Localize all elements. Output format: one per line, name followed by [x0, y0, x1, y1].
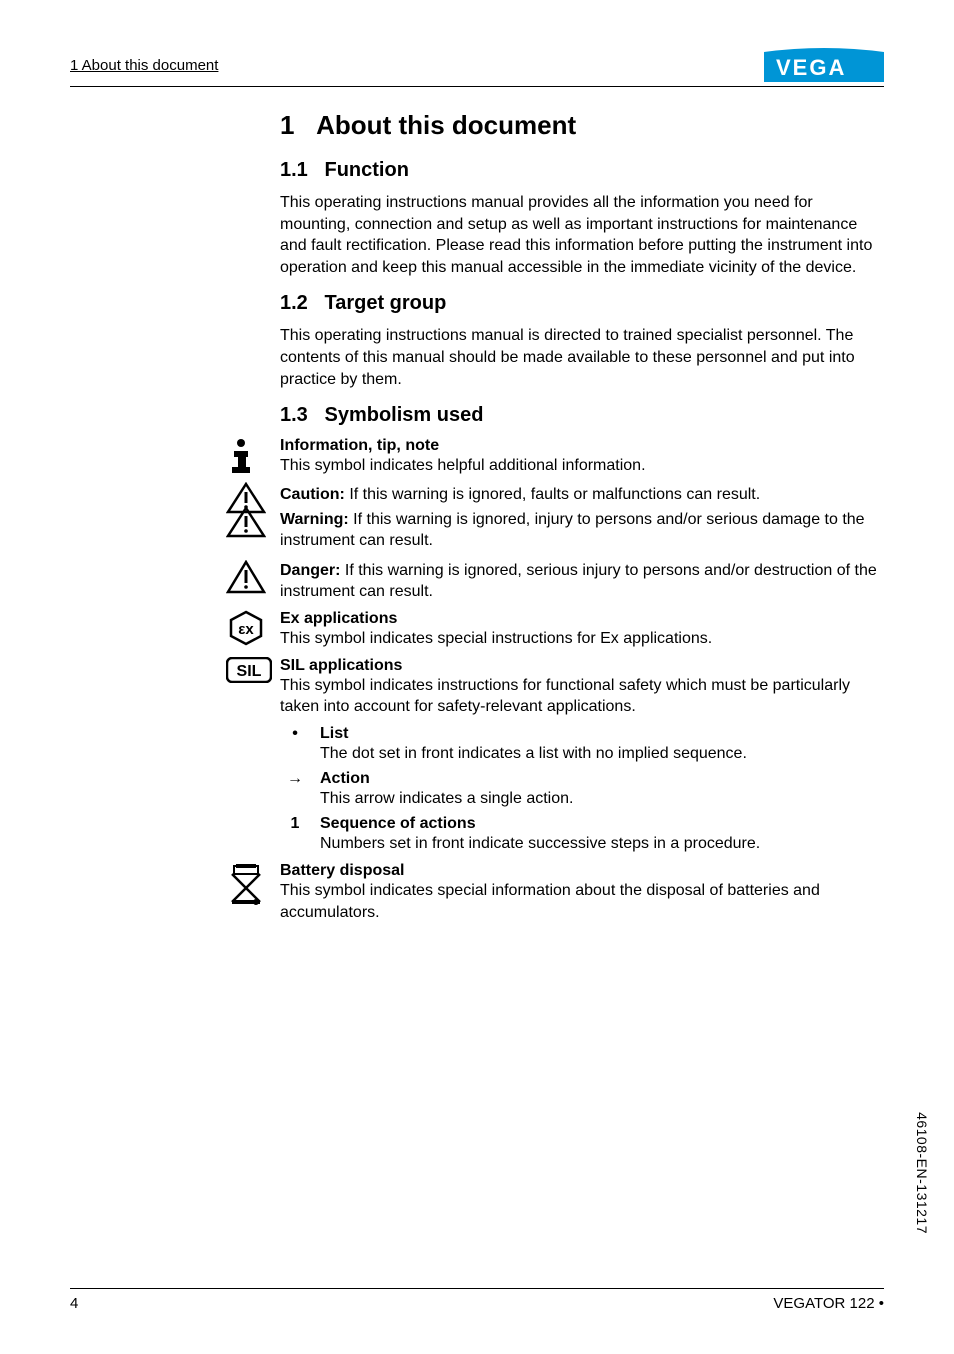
action-body: This arrow indicates a single action. [320, 788, 884, 809]
vega-logo: VEGA [764, 48, 884, 82]
caution-icon [226, 482, 270, 538]
para-target: This operating instructions manual is di… [280, 325, 884, 390]
subsection-1-3: 1.3 Symbolism used [280, 404, 884, 427]
ex-body: This symbol indicates special instructio… [280, 628, 884, 649]
info-icon [226, 437, 270, 475]
action-title: Action [320, 770, 884, 788]
ex-icon: εx [226, 610, 270, 646]
sil-title: SIL applications [280, 657, 884, 675]
svg-text:VEGA: VEGA [776, 55, 846, 80]
section-heading: 1 About this document [280, 110, 884, 141]
subsection-1-1: 1.1 Function [280, 159, 884, 182]
svg-text:εx: εx [238, 621, 254, 638]
ex-title: Ex applications [280, 610, 884, 628]
header-rule [70, 86, 884, 87]
list-title: List [320, 725, 884, 743]
sil-icon: SIL [226, 657, 270, 683]
doc-id-vertical: 46108-EN-131217 [914, 1112, 930, 1234]
action-mark: → [280, 770, 310, 788]
battery-icon [226, 862, 270, 906]
seq-body: Numbers set in front indicate successive… [320, 833, 884, 854]
info-title: Information, tip, note [280, 437, 884, 455]
warning-line: Warning: If this warning is ignored, inj… [280, 509, 884, 551]
page-number: 4 [70, 1295, 78, 1312]
info-body: This symbol indicates helpful additional… [280, 455, 884, 476]
seq-mark: 1 [280, 815, 310, 833]
caution-line: Caution: If this warning is ignored, fau… [280, 484, 884, 505]
sil-body: This symbol indicates instructions for f… [280, 675, 884, 717]
battery-body: This symbol indicates special informatio… [280, 880, 884, 922]
danger-icon [226, 560, 270, 594]
list-mark: • [280, 725, 310, 743]
product-name: VEGATOR 122 • [773, 1295, 884, 1312]
seq-title: Sequence of actions [320, 815, 884, 833]
running-title: 1 About this document [70, 57, 218, 74]
subsection-1-2: 1.2 Target group [280, 292, 884, 315]
para-function: This operating instructions manual provi… [280, 192, 884, 278]
svg-text:SIL: SIL [237, 663, 262, 680]
battery-title: Battery disposal [280, 862, 884, 880]
danger-line: Danger: If this warning is ignored, seri… [280, 560, 884, 602]
list-body: The dot set in front indicates a list wi… [320, 743, 884, 764]
